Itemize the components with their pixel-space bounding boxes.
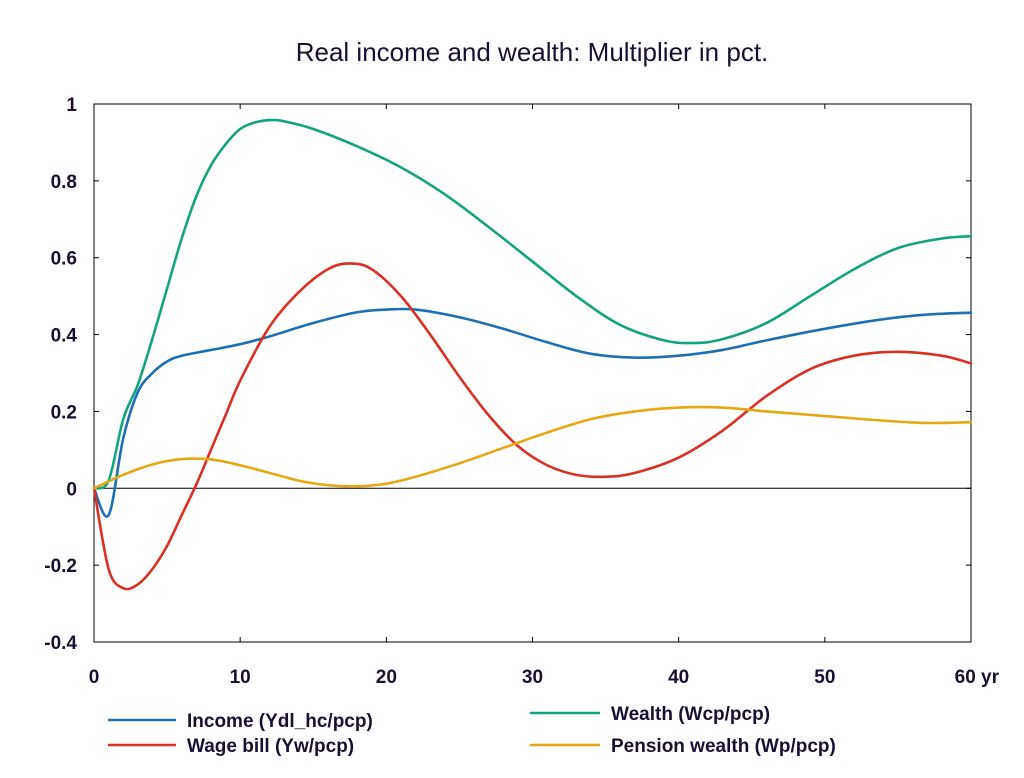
plot-frame — [93, 103, 972, 643]
legend-label-pension-wealth: Pension wealth (Wp/pcp) — [611, 736, 836, 757]
series-line-wealth — [92, 118, 973, 490]
plot-border — [93, 103, 972, 643]
legend-label-wealth: Wealth (Wcp/pcp) — [611, 704, 770, 725]
legend: Income (Ydl_hc/pcp) Wage bill (Yw/pcp) Wea… — [108, 704, 836, 757]
series-layer — [92, 118, 973, 591]
x-tick-label: 50 — [814, 667, 835, 688]
x-tick-label: 30 — [522, 667, 543, 688]
x-tick-label: 0 — [89, 667, 100, 688]
y-tick-label: 0.6 — [51, 249, 77, 270]
y-tick-label: 0.2 — [51, 402, 77, 423]
y-tick-label: 0.4 — [51, 326, 78, 347]
x-tick-label: 60 yr — [955, 667, 1000, 688]
series-line-wage-bill — [92, 262, 973, 591]
x-tick-label: 40 — [668, 667, 689, 688]
series-line-pension-wealth — [92, 405, 973, 490]
x-tick-label: 10 — [230, 667, 251, 688]
y-tick-label: -0.2 — [44, 556, 77, 577]
legend-label-wage-bill: Wage bill (Yw/pcp) — [187, 736, 354, 757]
x-axis: 0 10 20 30 40 50 60 yr — [89, 104, 1000, 688]
y-tick-label: 1 — [66, 95, 77, 116]
y-tick-label: 0.8 — [51, 172, 77, 193]
y-tick-label: 0 — [66, 479, 77, 500]
legend-label-income: Income (Ydl_hc/pcp) — [187, 711, 373, 732]
y-tick-label: -0.4 — [44, 633, 77, 654]
chart-title: Real income and wealth: Multiplier in pc… — [296, 37, 769, 67]
series-line-income — [92, 307, 973, 518]
x-tick-label: 20 — [376, 667, 397, 688]
y-axis: -0.4 -0.2 0 0.2 0.4 0.6 0.8 1 — [44, 95, 971, 654]
